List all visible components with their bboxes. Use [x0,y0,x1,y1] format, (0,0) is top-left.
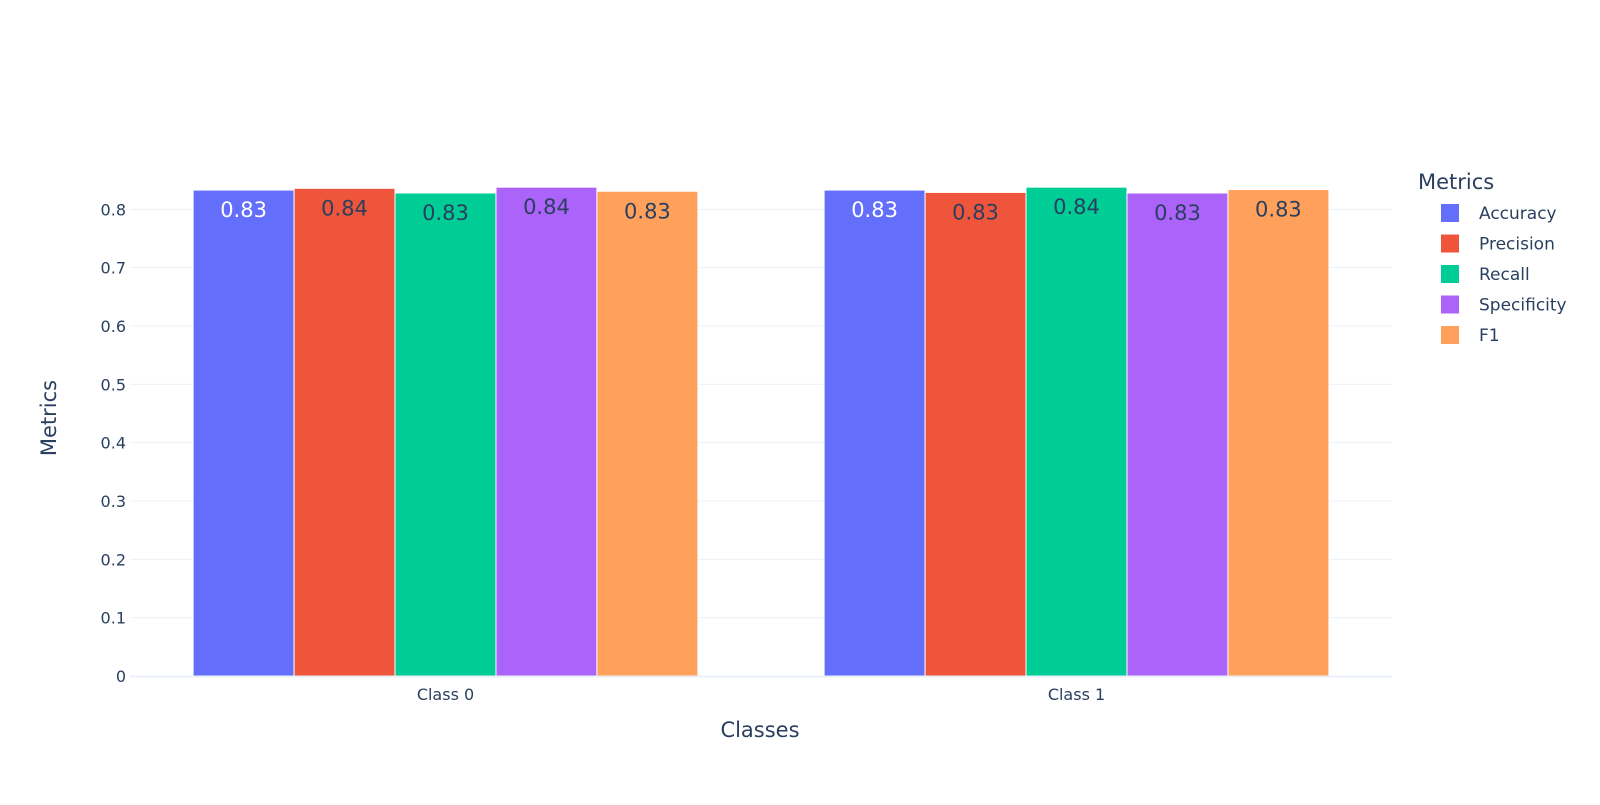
bar-value-labels: 0.83 0.84 0.83 0.84 0.83 0.83 0.83 0.84 0.83 0.83 [220,195,1302,225]
x-axis-title: Classes [720,718,799,742]
bars [192,186,1330,677]
bar-f1-class-0[interactable] [596,190,699,677]
legend-label-specificity[interactable]: Specificity [1479,296,1567,316]
bar-recall-class-0[interactable] [394,192,497,677]
bar-f1-class-1[interactable] [1227,189,1330,677]
bar-precision-class-1[interactable] [924,191,1027,677]
legend-swatch-accuracy[interactable] [1441,204,1459,222]
legend-label-accuracy[interactable]: Accuracy [1479,204,1557,224]
y-axis-title: Metrics [37,380,61,456]
bar-value-label: 0.83 [624,199,671,223]
bar-accuracy-class-0[interactable] [192,189,295,677]
legend-title: Metrics [1418,170,1494,194]
bar-value-label: 0.84 [523,195,570,219]
y-tick-label: 0 [116,667,126,686]
legend-label-f1[interactable]: F1 [1479,326,1500,346]
y-tick-label: 0.8 [101,200,126,219]
y-tick-label: 0.7 [101,259,126,278]
bar-specificity-class-1[interactable] [1126,192,1229,677]
y-tick-label: 0.5 [101,375,126,394]
y-tick-label: 0.2 [101,550,126,569]
legend: Metrics Accuracy Precision Recall Specifici… [1418,170,1567,346]
x-tick-label: Class 1 [1048,685,1105,704]
bar-accuracy-class-1[interactable] [823,189,926,677]
legend-swatch-f1[interactable] [1441,326,1459,344]
y-tick-label: 0.1 [101,609,126,628]
bar-value-label: 0.83 [851,198,898,222]
bar-value-label: 0.83 [1154,201,1201,225]
legend-label-precision[interactable]: Precision [1479,235,1555,255]
y-tick-label: 0.6 [101,317,126,336]
legend-swatch-precision[interactable] [1441,234,1459,253]
bar-specificity-class-0[interactable] [495,186,598,677]
legend-swatch-recall[interactable] [1441,265,1459,283]
bar-value-label: 0.83 [1255,198,1302,222]
legend-swatch-specificity[interactable] [1441,295,1459,314]
y-tick-label: 0.3 [101,492,126,511]
bar-value-label: 0.84 [1053,195,1100,219]
bar-value-label: 0.83 [422,201,469,225]
axes: 0 0.1 0.2 0.3 0.4 0.5 0.6 0.7 0.8 Class 0 Class 1 [101,200,1392,704]
bar-value-label: 0.83 [952,200,999,224]
x-tick-label: Class 0 [417,685,474,704]
bar-recall-class-1[interactable] [1025,186,1128,677]
bar-precision-class-0[interactable] [293,187,396,677]
y-tick-label: 0.4 [101,434,126,453]
legend-label-recall[interactable]: Recall [1479,265,1530,285]
bar-value-label: 0.83 [220,198,267,222]
bar-value-label: 0.84 [321,196,368,220]
